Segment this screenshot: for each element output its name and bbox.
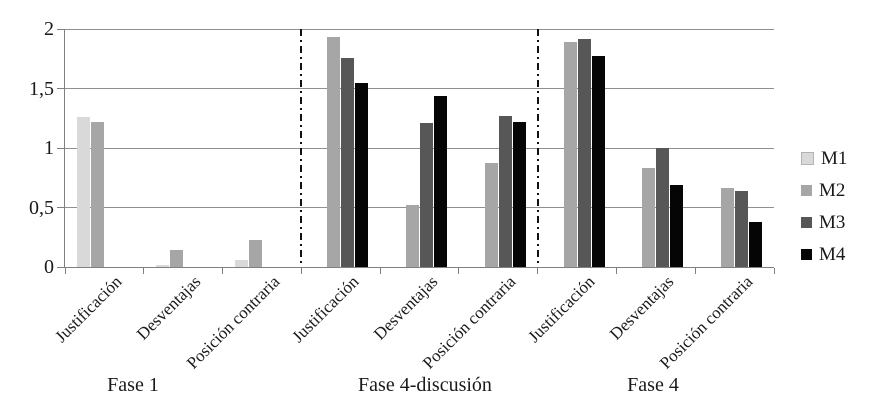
y-axis-label: 1,5 [29, 77, 54, 100]
legend-item-m3: M3 [801, 206, 847, 238]
legend-label: M3 [819, 211, 846, 233]
x-axis-tick [458, 268, 460, 274]
x-axis-tick [379, 268, 381, 274]
y-axis-tick [57, 266, 65, 268]
gridline [65, 88, 774, 89]
bar-fase-4-posicion-contraria-m2 [721, 188, 734, 267]
bar-fase-4-justificacion-m4 [592, 56, 605, 267]
bar-fase-4-posicion-contraria-m3 [735, 191, 748, 267]
legend-swatch-m3 [801, 216, 812, 228]
bar-fase-1-posicion-contraria-m2 [249, 240, 262, 267]
bar-fase-4-desventajas-m2 [642, 168, 655, 267]
x-axis-tick [64, 268, 66, 274]
bar-fase-1-justificacion-m2 [91, 122, 104, 267]
y-axis-tick [57, 207, 65, 208]
bar-fase-4-discusion-desventajas-m3 [420, 123, 433, 267]
y-axis-label: 2 [44, 18, 54, 40]
bar-fase-4-discusion-posicion-contraria-m3 [499, 116, 512, 267]
group-separator-line [300, 29, 303, 267]
bar-fase-4-posicion-contraria-m4 [749, 222, 762, 267]
bar-fase-4-discusion-justificacion-m2 [327, 37, 340, 267]
x-axis-tick [300, 268, 302, 274]
bar-fase-4-desventajas-m4 [670, 185, 683, 267]
group-separator-line [536, 29, 539, 267]
legend-item-m4: M4 [801, 238, 847, 270]
y-axis-label: 0 [44, 256, 54, 278]
y-axis-tick [57, 88, 65, 89]
bar-fase-4-discusion-desventajas-m4 [434, 96, 447, 267]
legend: M1 M2 M3 M4 [801, 142, 847, 270]
legend-label: M4 [819, 243, 846, 265]
y-axis-tick [57, 147, 65, 149]
bar-fase-4-discusion-desventajas-m2 [406, 205, 419, 267]
y-axis-line [64, 29, 65, 268]
x-axis-tick [537, 268, 539, 274]
legend-item-m1: M1 [801, 142, 847, 174]
legend-label: M1 [821, 147, 848, 169]
bar-fase-4-discusion-justificacion-m4 [355, 83, 368, 267]
bar-fase-1-justificacion-m1 [77, 117, 90, 267]
x-group-label-fase-4: Fase 4 [627, 374, 679, 396]
x-group-label-fase-4-discusion: Fase 4-discusión [358, 374, 492, 396]
bar-fase-1-desventajas-m1 [156, 265, 169, 267]
bar-fase-4-discusion-posicion-contraria-m4 [513, 122, 526, 267]
x-axis-line [64, 267, 774, 268]
x-axis-tick [615, 268, 617, 274]
x-axis-tick [222, 268, 224, 274]
x-axis-tick [143, 268, 145, 274]
bar-fase-4-justificacion-m2 [564, 42, 577, 267]
bar-fase-1-desventajas-m2 [170, 250, 183, 267]
gridline [65, 28, 774, 30]
y-axis-label: 0,5 [29, 196, 54, 219]
bar-fase-4-justificacion-m3 [578, 39, 591, 267]
bar-fase-4-discusion-posicion-contraria-m2 [485, 163, 498, 267]
y-axis-label: 1 [44, 137, 54, 159]
x-axis-tick [694, 268, 696, 274]
x-axis-tick [773, 268, 775, 274]
gridline [65, 207, 774, 208]
bar-fase-4-discusion-justificacion-m3 [341, 58, 354, 267]
legend-swatch-m2 [801, 184, 812, 196]
legend-swatch-m1 [801, 151, 814, 165]
gridline [65, 147, 774, 149]
x-group-label-fase-1: Fase 1 [107, 374, 159, 396]
y-axis-tick [57, 28, 65, 30]
bar-fase-1-posicion-contraria-m1 [235, 260, 248, 267]
legend-swatch-m4 [801, 248, 812, 260]
bar-fase-4-desventajas-m3 [656, 148, 669, 267]
legend-label: M2 [819, 179, 846, 201]
legend-item-m2: M2 [801, 174, 847, 206]
